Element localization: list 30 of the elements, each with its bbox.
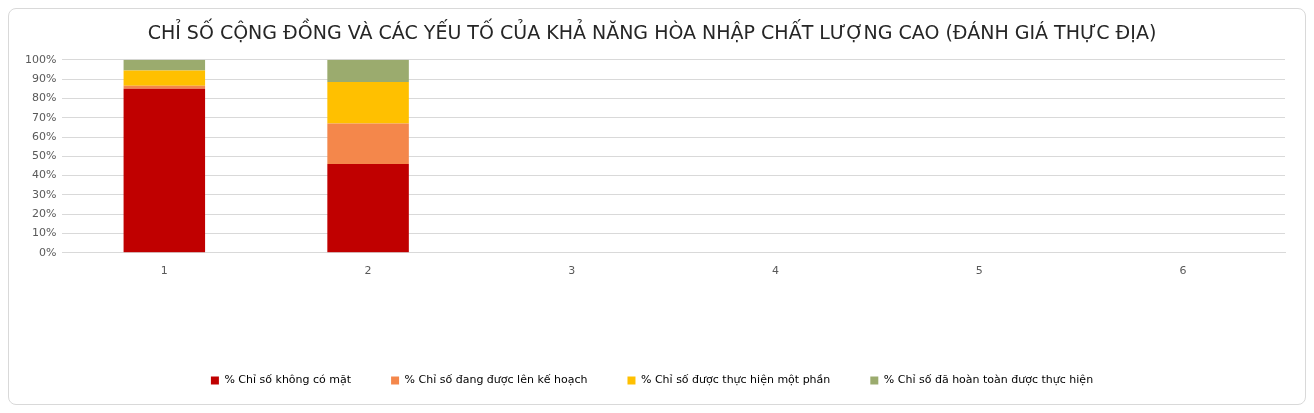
legend-label: % Chỉ số không có mặt bbox=[224, 373, 352, 387]
y-tick-label: 30% bbox=[31, 187, 57, 201]
x-tick-label: 6 bbox=[1179, 264, 1187, 278]
bar bbox=[123, 85, 206, 89]
y-tick-label: 100% bbox=[24, 52, 57, 66]
y-tick-label: 50% bbox=[31, 149, 57, 163]
x-tick-label: 4 bbox=[772, 264, 780, 278]
y-tick-label: 20% bbox=[31, 207, 57, 221]
legend-label: % Chỉ số đang được lên kế hoạch bbox=[404, 373, 588, 387]
x-tick-label: 5 bbox=[975, 264, 983, 278]
bar bbox=[123, 88, 206, 253]
chart-title: CHỈ SỐ CỘNG ĐỒNG VÀ CÁC YẾU TỐ CỦA KHẢ NĂNG HÒA NHẬP CHẤT LƯỢNG CAO (ĐÁNH GIÁ THỰC ĐỊA) bbox=[147, 18, 1157, 44]
bar bbox=[123, 59, 206, 71]
bar bbox=[123, 70, 206, 86]
y-tick-label: 90% bbox=[31, 71, 57, 85]
bar bbox=[327, 59, 409, 82]
legend-label: % Chỉ số đã hoàn toàn được thực hiện bbox=[883, 373, 1094, 387]
y-tick-label: 60% bbox=[31, 129, 57, 143]
y-tick-label: 80% bbox=[31, 91, 57, 105]
y-tick-label: 0% bbox=[38, 245, 57, 259]
y-tick-label: 10% bbox=[31, 226, 57, 240]
x-tick-label: 2 bbox=[364, 264, 372, 278]
legend-label: % Chỉ số được thực hiện một phần bbox=[640, 373, 831, 387]
x-tick-label: 3 bbox=[568, 264, 576, 278]
x-tick-label: 1 bbox=[160, 264, 168, 278]
bar bbox=[327, 82, 409, 124]
bar bbox=[327, 123, 409, 165]
y-tick-label: 40% bbox=[31, 168, 57, 182]
bar bbox=[327, 164, 409, 253]
y-tick-label: 70% bbox=[31, 110, 57, 124]
